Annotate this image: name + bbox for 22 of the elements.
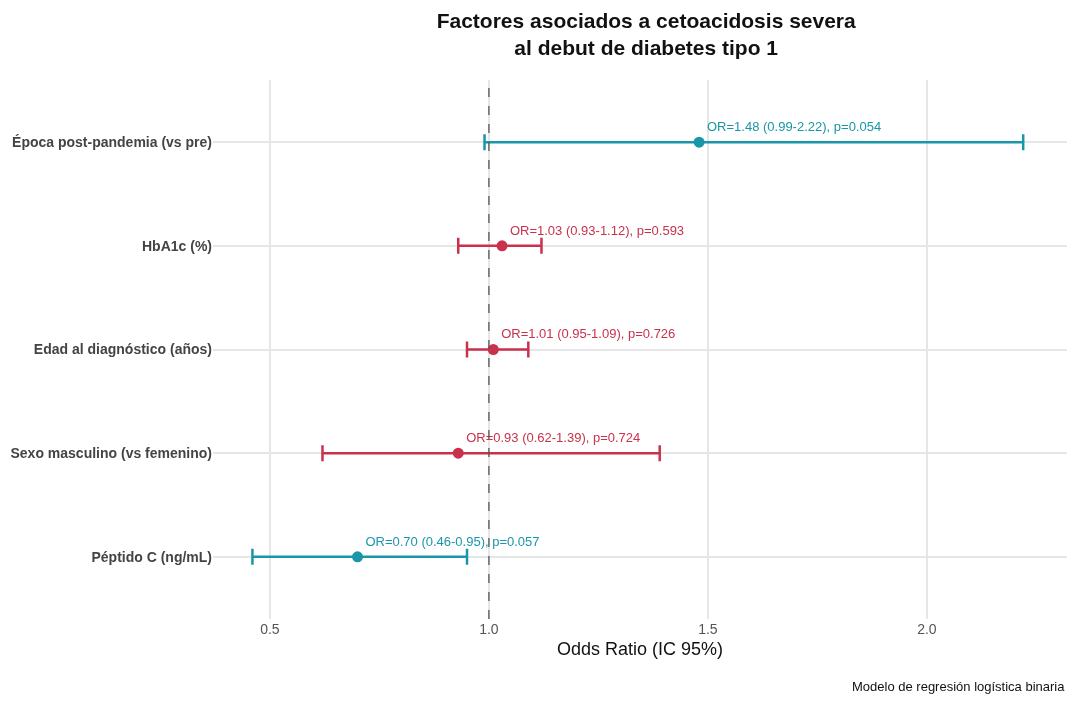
text: Modelo de regresión logística binaria bbox=[852, 679, 1066, 694]
x-tick-label: 1.5 bbox=[698, 621, 718, 637]
y-tick-label: Época post-pandemia (vs pre) bbox=[12, 134, 212, 151]
point bbox=[693, 136, 705, 148]
data-label: OR=0.93 (0.62-1.39), p=0.724 bbox=[466, 430, 641, 446]
y-tick-label: HbA1c (%) bbox=[141, 237, 212, 254]
data-label: OR=1.03 (0.93-1.12), p=0.593 bbox=[509, 222, 685, 238]
point bbox=[452, 447, 464, 459]
point bbox=[487, 344, 499, 355]
y-tick-label: Sexo masculino (vs femenino) bbox=[10, 445, 212, 462]
y-tick-label: Péptido C (ng/mL) bbox=[91, 548, 212, 565]
x-axis-title: Odds Ratio (IC 95%) bbox=[556, 639, 724, 660]
x-tick-label: 2.0 bbox=[917, 621, 937, 637]
point bbox=[352, 551, 364, 563]
data-label: OR=0.70 (0.46-0.95), p=0.057 bbox=[365, 533, 540, 549]
data-label: OR=1.01 (0.95-1.09), p=0.726 bbox=[501, 326, 676, 342]
x-tick-label: 0.5 bbox=[260, 621, 280, 637]
point bbox=[496, 240, 508, 252]
data-label: OR=1.48 (0.99-2.22), p=0.054 bbox=[706, 119, 882, 135]
x-tick-label: 1.0 bbox=[479, 621, 499, 637]
y-tick-label: Edad al diagnóstico (años) bbox=[33, 341, 212, 358]
chart-title: Factores asociados a cetoacidosis severa al debut de diabetes tipo 1 bbox=[436, 9, 857, 60]
